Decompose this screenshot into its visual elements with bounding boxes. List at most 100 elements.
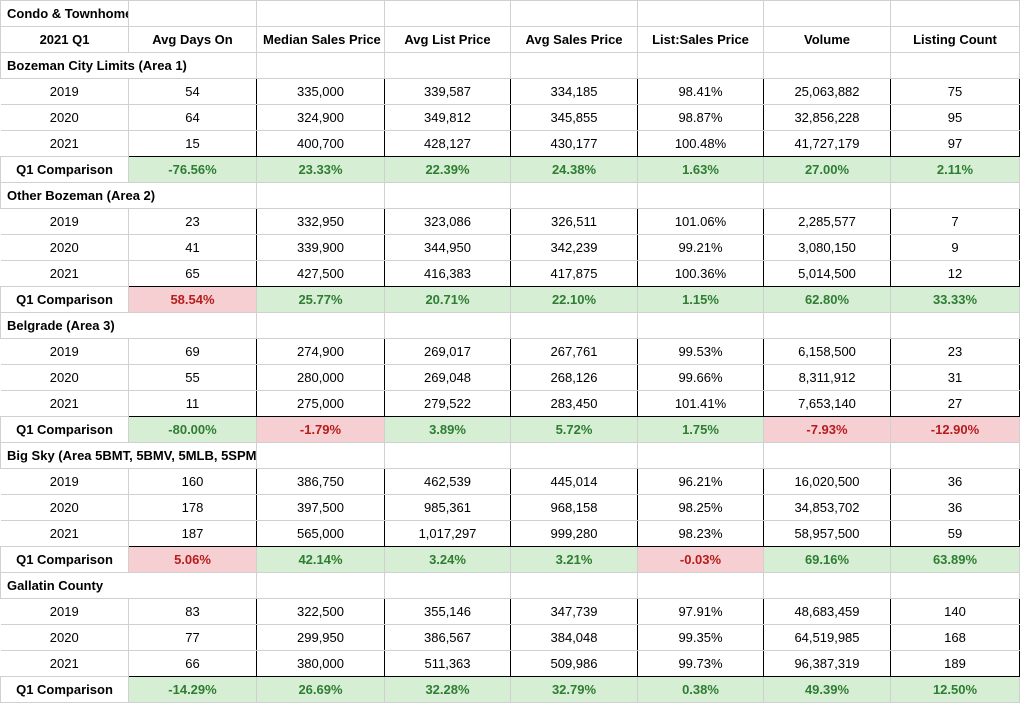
value-cell: 99.53%: [637, 338, 764, 365]
comparison-cell: -7.93%: [763, 416, 891, 443]
year-cell: 2021: [0, 390, 129, 417]
value-cell: 178: [128, 494, 257, 521]
value-cell: 64,519,985: [763, 624, 891, 651]
header-cell: List:Sales Price: [637, 26, 764, 53]
comparison-row: Q1 Comparison -80.00% -1.79% 3.89% 5.72% 1.75…: [0, 416, 1020, 443]
value-cell: 100.36%: [637, 260, 764, 287]
value-cell: 985,361: [384, 494, 511, 521]
comparison-cell: -0.03%: [637, 546, 764, 573]
comparison-cell: 49.39%: [763, 676, 891, 703]
comparison-cell: -12.90%: [890, 416, 1020, 443]
value-cell: 2,285,577: [763, 208, 891, 235]
comparison-cell: 20.71%: [384, 286, 511, 313]
value-cell: 25,063,882: [763, 78, 891, 105]
comparison-cell: 32.28%: [384, 676, 511, 703]
value-cell: 279,522: [384, 390, 511, 417]
table-row: 2020 178 397,500 985,361 968,158 98.25% 34,853…: [0, 494, 1020, 521]
section-title: Big Sky (Area 5BMT, 5BMV, 5MLB, 5SPM): [0, 442, 257, 469]
value-cell: 299,950: [256, 624, 385, 651]
year-cell: 2021: [0, 650, 129, 677]
comparison-cell: 27.00%: [763, 156, 891, 183]
header-cell: Avg List Price: [384, 26, 511, 53]
comparison-cell: 63.89%: [890, 546, 1020, 573]
value-cell: 8,311,912: [763, 364, 891, 391]
value-cell: 59: [890, 520, 1020, 547]
value-cell: 58,957,500: [763, 520, 891, 547]
year-cell: 2020: [0, 104, 129, 131]
comparison-cell: 69.16%: [763, 546, 891, 573]
value-cell: 98.23%: [637, 520, 764, 547]
value-cell: 323,086: [384, 208, 511, 235]
section-title: Gallatin County: [0, 572, 257, 599]
table-row: 2019 83 322,500 355,146 347,739 97.91% 48,683,…: [0, 598, 1020, 625]
section-title-row: Gallatin County: [0, 572, 1020, 599]
value-cell: 83: [128, 598, 257, 625]
comparison-cell: 58.54%: [128, 286, 257, 313]
comparison-cell: -76.56%: [128, 156, 257, 183]
value-cell: 283,450: [510, 390, 638, 417]
comparison-cell: 3.24%: [384, 546, 511, 573]
value-cell: 999,280: [510, 520, 638, 547]
section-title: Bozeman City Limits (Area 1): [0, 52, 257, 79]
value-cell: 322,500: [256, 598, 385, 625]
header-row: 2021 Q1 Avg Days On Median Sales Price A…: [0, 26, 1020, 53]
value-cell: 48,683,459: [763, 598, 891, 625]
comparison-cell: -80.00%: [128, 416, 257, 443]
table-row: 2020 55 280,000 269,048 268,126 99.66% 8,311,9…: [0, 364, 1020, 391]
value-cell: 101.06%: [637, 208, 764, 235]
comparison-cell: 5.72%: [510, 416, 638, 443]
year-cell: 2021: [0, 520, 129, 547]
table-row: 2020 41 339,900 344,950 342,239 99.21% 3,080,1…: [0, 234, 1020, 261]
value-cell: 6,158,500: [763, 338, 891, 365]
value-cell: 15: [128, 130, 257, 157]
value-cell: 397,500: [256, 494, 385, 521]
header-cell: Avg Sales Price: [510, 26, 638, 53]
year-cell: 2020: [0, 624, 129, 651]
section-title-row: Other Bozeman (Area 2): [0, 182, 1020, 209]
value-cell: 69: [128, 338, 257, 365]
value-cell: 168: [890, 624, 1020, 651]
comparison-cell: 22.39%: [384, 156, 511, 183]
value-cell: 66: [128, 650, 257, 677]
table-row: 2021 65 427,500 416,383 417,875 100.36% 5,014,…: [0, 260, 1020, 287]
comparison-cell: 1.15%: [637, 286, 764, 313]
header-cell: 2021 Q1: [0, 26, 129, 53]
section-title: Other Bozeman (Area 2): [0, 182, 257, 209]
table-row: 2020 64 324,900 349,812 345,855 98.87% 32,856,…: [0, 104, 1020, 131]
value-cell: 339,587: [384, 78, 511, 105]
value-cell: 334,185: [510, 78, 638, 105]
value-cell: 384,048: [510, 624, 638, 651]
comparison-label: Q1 Comparison: [0, 286, 129, 313]
year-cell: 2019: [0, 78, 129, 105]
value-cell: 96,387,319: [763, 650, 891, 677]
value-cell: 280,000: [256, 364, 385, 391]
value-cell: 23: [890, 338, 1020, 365]
year-cell: 2019: [0, 338, 129, 365]
value-cell: 400,700: [256, 130, 385, 157]
value-cell: 430,177: [510, 130, 638, 157]
comparison-cell: 3.89%: [384, 416, 511, 443]
value-cell: 3,080,150: [763, 234, 891, 261]
comparison-label: Q1 Comparison: [0, 546, 129, 573]
value-cell: 347,739: [510, 598, 638, 625]
comparison-row: Q1 Comparison 58.54% 25.77% 20.71% 22.10% 1.1…: [0, 286, 1020, 313]
value-cell: 16,020,500: [763, 468, 891, 495]
value-cell: 380,000: [256, 650, 385, 677]
value-cell: 99.73%: [637, 650, 764, 677]
value-cell: 41,727,179: [763, 130, 891, 157]
value-cell: 9: [890, 234, 1020, 261]
value-cell: 12: [890, 260, 1020, 287]
value-cell: 335,000: [256, 78, 385, 105]
table-row: 2021 11 275,000 279,522 283,450 101.41% 7,653,…: [0, 390, 1020, 417]
sheet-title: Condo & Townhome: [0, 0, 129, 27]
comparison-label: Q1 Comparison: [0, 156, 129, 183]
value-cell: 267,761: [510, 338, 638, 365]
value-cell: 34,853,702: [763, 494, 891, 521]
comparison-label: Q1 Comparison: [0, 676, 129, 703]
value-cell: 342,239: [510, 234, 638, 261]
value-cell: 416,383: [384, 260, 511, 287]
value-cell: 511,363: [384, 650, 511, 677]
value-cell: 95: [890, 104, 1020, 131]
value-cell: 140: [890, 598, 1020, 625]
